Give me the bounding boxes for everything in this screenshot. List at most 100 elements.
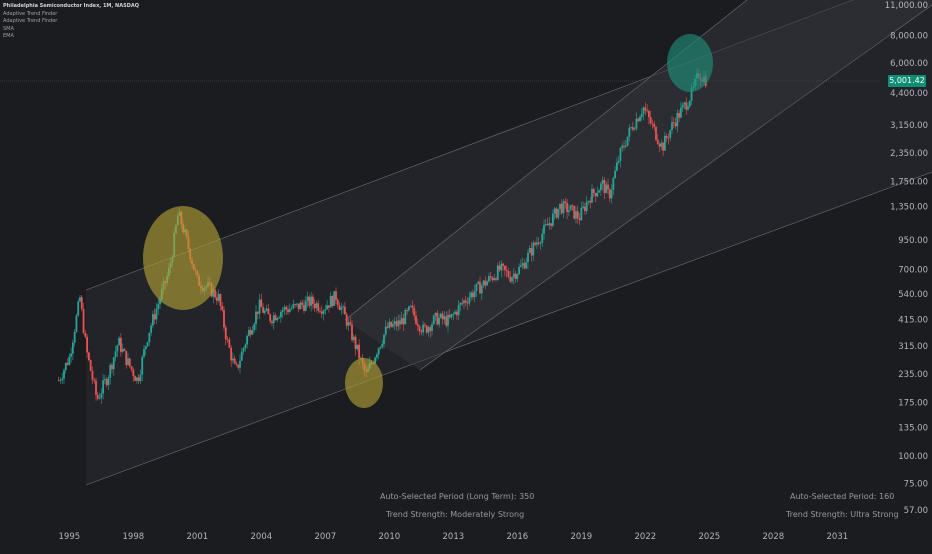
candle-body[interactable] xyxy=(230,347,233,361)
candle-body[interactable] xyxy=(667,137,670,139)
candle-body[interactable] xyxy=(637,118,640,122)
candle-body[interactable] xyxy=(532,242,535,256)
candle-body[interactable] xyxy=(128,358,131,367)
candle-body[interactable] xyxy=(475,283,478,292)
candle-body[interactable] xyxy=(119,337,122,352)
candle-body[interactable] xyxy=(647,110,650,118)
candle-body[interactable] xyxy=(617,160,620,163)
candle-body[interactable] xyxy=(148,332,151,343)
candle-body[interactable] xyxy=(263,310,266,313)
candle-body[interactable] xyxy=(143,349,145,357)
candle-body[interactable] xyxy=(623,145,625,147)
candle-body[interactable] xyxy=(528,247,531,253)
candle-body[interactable] xyxy=(285,307,288,310)
candle-body[interactable] xyxy=(290,308,293,310)
candle-body[interactable] xyxy=(89,360,92,371)
candle-body[interactable] xyxy=(112,357,115,370)
candle-body[interactable] xyxy=(571,205,574,207)
candle-body[interactable] xyxy=(242,348,245,352)
candle-body[interactable] xyxy=(502,263,505,266)
candle-body[interactable] xyxy=(642,107,645,114)
candle-body[interactable] xyxy=(509,276,512,282)
candle-body[interactable] xyxy=(345,314,348,326)
candle-body[interactable] xyxy=(384,326,387,335)
candle-body[interactable] xyxy=(390,321,393,327)
candle-body[interactable] xyxy=(141,356,144,375)
candle-body[interactable] xyxy=(75,315,78,332)
candle-body[interactable] xyxy=(567,210,570,213)
candle-body[interactable] xyxy=(150,325,153,333)
candle-body[interactable] xyxy=(537,242,540,244)
candle-body[interactable] xyxy=(356,344,359,350)
candle-body[interactable] xyxy=(441,313,444,320)
candle-body[interactable] xyxy=(448,314,451,318)
candle-body[interactable] xyxy=(281,310,284,313)
candle-body[interactable] xyxy=(662,142,665,151)
candle-body[interactable] xyxy=(463,300,465,304)
candle-body[interactable] xyxy=(671,122,673,131)
candle-body[interactable] xyxy=(496,265,499,280)
price-axis[interactable]: 11,000.00 8,000.00 6,000.00 4,400.00 3,150.0… xyxy=(885,1,928,516)
candle-body[interactable] xyxy=(603,180,606,193)
candle-body[interactable] xyxy=(429,327,432,332)
candle-body[interactable] xyxy=(391,323,394,327)
candle-body[interactable] xyxy=(96,394,99,399)
candle-body[interactable] xyxy=(84,332,87,337)
candle-body[interactable] xyxy=(665,136,668,138)
candle-body[interactable] xyxy=(127,358,129,365)
candle-body[interactable] xyxy=(607,184,609,190)
candle-body[interactable] xyxy=(130,366,133,370)
candle-body[interactable] xyxy=(576,211,579,219)
candle-body[interactable] xyxy=(594,192,597,197)
candle-body[interactable] xyxy=(473,291,476,298)
candle-body[interactable] xyxy=(331,295,334,306)
candle-body[interactable] xyxy=(240,351,243,361)
legend-item-adaptive-trend-finder-1[interactable]: Adaptive Trend Finder xyxy=(3,10,58,17)
candle-body[interactable] xyxy=(253,324,256,330)
candle-body[interactable] xyxy=(624,145,627,147)
candle-body[interactable] xyxy=(71,342,74,354)
candle-body[interactable] xyxy=(575,211,577,219)
candle-body[interactable] xyxy=(503,265,506,271)
candle-body[interactable] xyxy=(221,305,224,311)
candle-body[interactable] xyxy=(651,123,654,125)
candle-body[interactable] xyxy=(619,148,622,161)
candle-body[interactable] xyxy=(519,265,522,267)
candle-body[interactable] xyxy=(292,304,295,309)
candle-body[interactable] xyxy=(553,208,556,214)
candle-body[interactable] xyxy=(399,320,401,325)
candle-body[interactable] xyxy=(466,302,469,304)
candle-body[interactable] xyxy=(326,305,329,310)
candle-body[interactable] xyxy=(534,242,537,245)
candle-body[interactable] xyxy=(319,310,321,312)
candle-body[interactable] xyxy=(587,200,590,202)
candle-body[interactable] xyxy=(658,143,661,147)
candle-body[interactable] xyxy=(63,370,65,379)
candle-body[interactable] xyxy=(598,190,601,193)
candle-body[interactable] xyxy=(262,307,265,313)
candle-body[interactable] xyxy=(676,112,679,127)
candle-body[interactable] xyxy=(608,189,611,199)
candle-body[interactable] xyxy=(415,315,417,324)
candle-body[interactable] xyxy=(374,357,377,364)
candle-body[interactable] xyxy=(601,180,604,184)
candle-body[interactable] xyxy=(487,276,490,282)
candle-body[interactable] xyxy=(580,207,583,221)
candle-body[interactable] xyxy=(432,315,435,325)
candle-body[interactable] xyxy=(107,377,110,386)
candle-body[interactable] xyxy=(663,136,666,151)
candle-body[interactable] xyxy=(214,289,217,298)
candle-body[interactable] xyxy=(134,376,137,381)
candle-body[interactable] xyxy=(279,312,282,318)
candle-body[interactable] xyxy=(276,318,279,321)
candle-body[interactable] xyxy=(311,296,314,304)
candle-body[interactable] xyxy=(551,213,554,226)
candle-body[interactable] xyxy=(283,307,286,311)
candle-body[interactable] xyxy=(660,142,663,147)
candle-body[interactable] xyxy=(434,312,437,316)
candle-body[interactable] xyxy=(258,299,261,314)
candle-body[interactable] xyxy=(500,263,503,271)
candle-body[interactable] xyxy=(116,345,119,352)
candle-body[interactable] xyxy=(655,126,657,140)
